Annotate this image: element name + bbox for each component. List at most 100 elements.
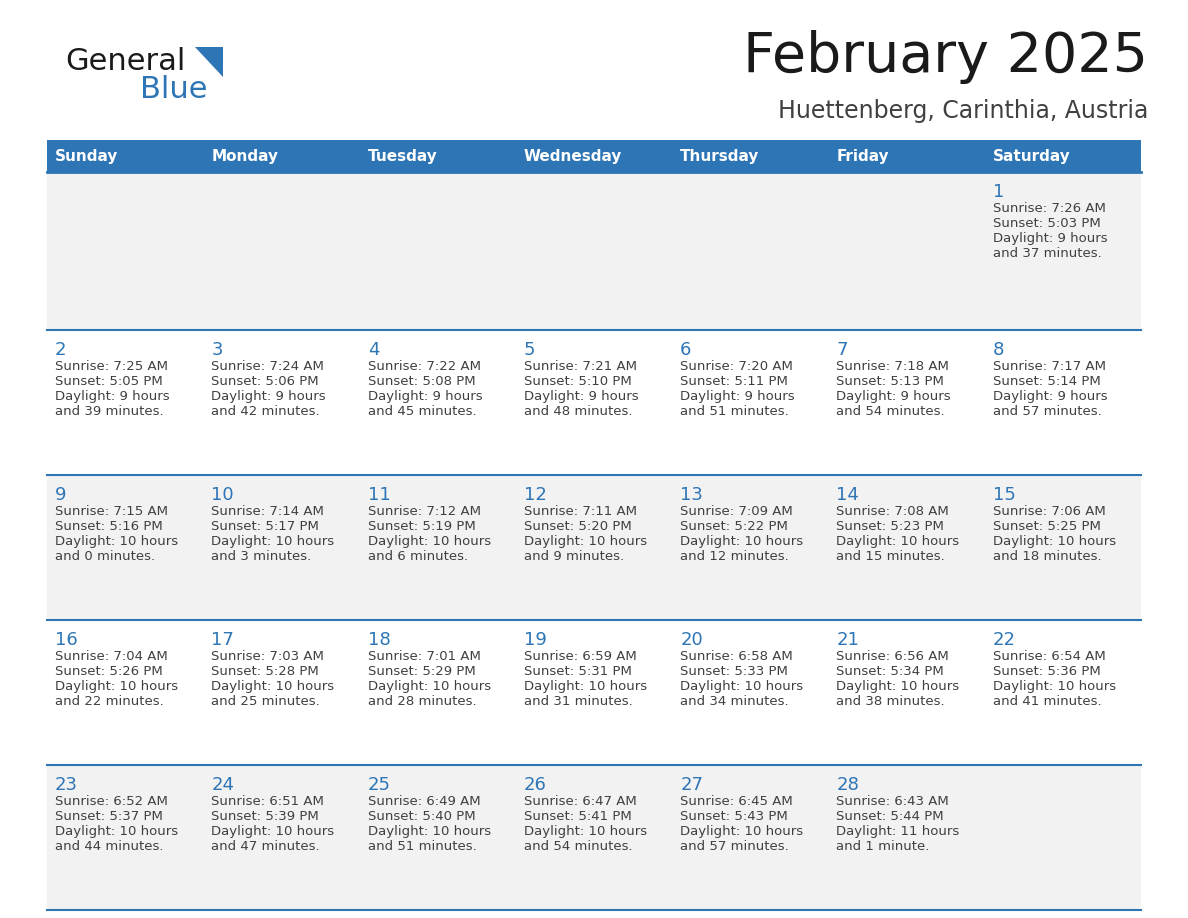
Bar — [48, 475, 1140, 620]
Text: and 3 minutes.: and 3 minutes. — [211, 550, 311, 563]
Text: Sunrise: 7:08 AM: Sunrise: 7:08 AM — [836, 505, 949, 518]
Text: Blue: Blue — [140, 75, 208, 104]
Text: General: General — [65, 47, 185, 76]
Text: Sunset: 5:06 PM: Sunset: 5:06 PM — [211, 375, 318, 387]
Text: and 47 minutes.: and 47 minutes. — [211, 840, 320, 853]
Text: 15: 15 — [993, 486, 1016, 504]
Text: and 31 minutes.: and 31 minutes. — [524, 695, 632, 708]
Text: Daylight: 10 hours: Daylight: 10 hours — [836, 680, 960, 693]
Text: Sunrise: 6:51 AM: Sunrise: 6:51 AM — [211, 795, 324, 808]
Text: Daylight: 10 hours: Daylight: 10 hours — [55, 825, 178, 838]
Text: Sunrise: 7:15 AM: Sunrise: 7:15 AM — [55, 505, 168, 518]
Text: 3: 3 — [211, 341, 223, 359]
Text: and 15 minutes.: and 15 minutes. — [836, 550, 946, 563]
Text: Daylight: 10 hours: Daylight: 10 hours — [524, 825, 647, 838]
Text: 16: 16 — [55, 631, 77, 649]
Text: 1: 1 — [993, 183, 1004, 201]
Text: Sunrise: 6:43 AM: Sunrise: 6:43 AM — [836, 795, 949, 808]
Text: Daylight: 10 hours: Daylight: 10 hours — [681, 825, 803, 838]
Text: Huettenberg, Carinthia, Austria: Huettenberg, Carinthia, Austria — [778, 99, 1148, 123]
Text: Sunset: 5:37 PM: Sunset: 5:37 PM — [55, 810, 163, 823]
Text: 22: 22 — [993, 631, 1016, 649]
Text: Sunrise: 7:25 AM: Sunrise: 7:25 AM — [55, 360, 168, 373]
Text: Sunrise: 6:52 AM: Sunrise: 6:52 AM — [55, 795, 168, 808]
Text: Sunset: 5:39 PM: Sunset: 5:39 PM — [211, 810, 320, 823]
Text: 11: 11 — [367, 486, 391, 504]
Text: and 18 minutes.: and 18 minutes. — [993, 550, 1101, 563]
Text: and 57 minutes.: and 57 minutes. — [681, 840, 789, 853]
Text: Sunrise: 7:09 AM: Sunrise: 7:09 AM — [681, 505, 792, 518]
Text: Sunrise: 6:59 AM: Sunrise: 6:59 AM — [524, 650, 637, 663]
Text: Sunset: 5:19 PM: Sunset: 5:19 PM — [367, 520, 475, 532]
Text: 27: 27 — [681, 776, 703, 794]
Text: Sunrise: 7:12 AM: Sunrise: 7:12 AM — [367, 505, 481, 518]
Text: Sunrise: 6:54 AM: Sunrise: 6:54 AM — [993, 650, 1106, 663]
Text: Sunrise: 6:58 AM: Sunrise: 6:58 AM — [681, 650, 792, 663]
Text: Monday: Monday — [211, 149, 278, 163]
Text: Daylight: 9 hours: Daylight: 9 hours — [367, 390, 482, 403]
Text: Daylight: 10 hours: Daylight: 10 hours — [836, 535, 960, 548]
Text: Daylight: 11 hours: Daylight: 11 hours — [836, 825, 960, 838]
Text: Daylight: 10 hours: Daylight: 10 hours — [211, 825, 334, 838]
Text: 5: 5 — [524, 341, 536, 359]
Text: Daylight: 9 hours: Daylight: 9 hours — [55, 390, 170, 403]
Text: Sunset: 5:28 PM: Sunset: 5:28 PM — [211, 665, 320, 677]
Text: and 1 minute.: and 1 minute. — [836, 840, 930, 853]
Text: Sunset: 5:43 PM: Sunset: 5:43 PM — [681, 810, 788, 823]
Text: Sunset: 5:36 PM: Sunset: 5:36 PM — [993, 665, 1100, 677]
Text: Sunrise: 6:49 AM: Sunrise: 6:49 AM — [367, 795, 480, 808]
Text: 24: 24 — [211, 776, 234, 794]
Text: 12: 12 — [524, 486, 546, 504]
Text: and 9 minutes.: and 9 minutes. — [524, 550, 624, 563]
Text: Sunrise: 7:26 AM: Sunrise: 7:26 AM — [993, 202, 1106, 215]
Text: Sunset: 5:03 PM: Sunset: 5:03 PM — [993, 217, 1100, 230]
Bar — [48, 140, 1140, 172]
Text: Sunrise: 7:22 AM: Sunrise: 7:22 AM — [367, 360, 481, 373]
Text: Sunset: 5:14 PM: Sunset: 5:14 PM — [993, 375, 1100, 387]
Text: Sunset: 5:29 PM: Sunset: 5:29 PM — [367, 665, 475, 677]
Text: and 37 minutes.: and 37 minutes. — [993, 247, 1101, 260]
Text: Sunset: 5:10 PM: Sunset: 5:10 PM — [524, 375, 632, 387]
Text: Sunset: 5:16 PM: Sunset: 5:16 PM — [55, 520, 163, 532]
Text: Sunset: 5:08 PM: Sunset: 5:08 PM — [367, 375, 475, 387]
Text: Daylight: 10 hours: Daylight: 10 hours — [55, 680, 178, 693]
Text: 8: 8 — [993, 341, 1004, 359]
Text: and 57 minutes.: and 57 minutes. — [993, 405, 1101, 418]
Text: Daylight: 9 hours: Daylight: 9 hours — [211, 390, 326, 403]
Text: Daylight: 9 hours: Daylight: 9 hours — [524, 390, 638, 403]
Text: Daylight: 9 hours: Daylight: 9 hours — [993, 390, 1107, 403]
Text: February 2025: February 2025 — [742, 30, 1148, 84]
Text: Tuesday: Tuesday — [367, 149, 437, 163]
Text: Sunrise: 6:47 AM: Sunrise: 6:47 AM — [524, 795, 637, 808]
Text: Sunset: 5:25 PM: Sunset: 5:25 PM — [993, 520, 1100, 532]
Text: and 25 minutes.: and 25 minutes. — [211, 695, 320, 708]
Text: and 51 minutes.: and 51 minutes. — [681, 405, 789, 418]
Text: 20: 20 — [681, 631, 703, 649]
Text: Sunrise: 7:04 AM: Sunrise: 7:04 AM — [55, 650, 168, 663]
Text: Sunset: 5:31 PM: Sunset: 5:31 PM — [524, 665, 632, 677]
Text: Sunset: 5:41 PM: Sunset: 5:41 PM — [524, 810, 632, 823]
Text: Friday: Friday — [836, 149, 889, 163]
Text: Sunrise: 7:20 AM: Sunrise: 7:20 AM — [681, 360, 794, 373]
Text: Sunrise: 7:06 AM: Sunrise: 7:06 AM — [993, 505, 1106, 518]
Text: Daylight: 10 hours: Daylight: 10 hours — [681, 535, 803, 548]
Text: Daylight: 9 hours: Daylight: 9 hours — [681, 390, 795, 403]
Text: and 38 minutes.: and 38 minutes. — [836, 695, 944, 708]
Text: and 12 minutes.: and 12 minutes. — [681, 550, 789, 563]
Text: and 45 minutes.: and 45 minutes. — [367, 405, 476, 418]
Text: and 0 minutes.: and 0 minutes. — [55, 550, 156, 563]
Text: and 39 minutes.: and 39 minutes. — [55, 405, 164, 418]
Text: Sunrise: 6:56 AM: Sunrise: 6:56 AM — [836, 650, 949, 663]
Text: Sunset: 5:23 PM: Sunset: 5:23 PM — [836, 520, 944, 532]
Bar — [48, 172, 1140, 330]
Text: 25: 25 — [367, 776, 391, 794]
Text: 23: 23 — [55, 776, 78, 794]
Text: Sunset: 5:11 PM: Sunset: 5:11 PM — [681, 375, 788, 387]
Text: Daylight: 10 hours: Daylight: 10 hours — [993, 535, 1116, 548]
Text: 28: 28 — [836, 776, 859, 794]
Text: Sunrise: 7:18 AM: Sunrise: 7:18 AM — [836, 360, 949, 373]
Text: Sunrise: 7:11 AM: Sunrise: 7:11 AM — [524, 505, 637, 518]
Text: and 54 minutes.: and 54 minutes. — [524, 840, 632, 853]
Text: Sunset: 5:34 PM: Sunset: 5:34 PM — [836, 665, 944, 677]
Text: 2: 2 — [55, 341, 67, 359]
